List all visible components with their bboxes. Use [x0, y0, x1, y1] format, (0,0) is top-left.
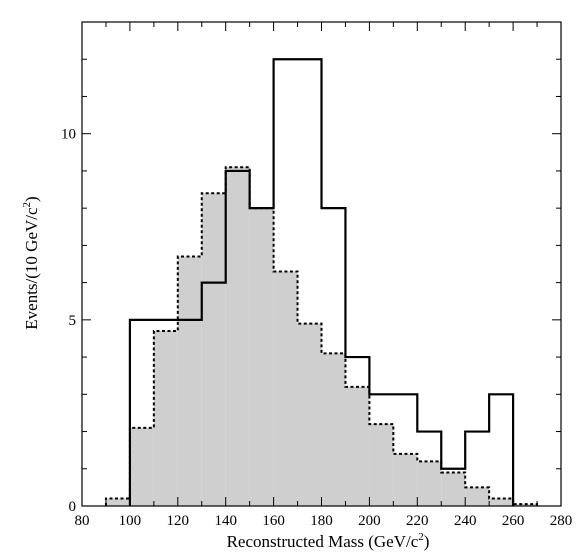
shaded-bar [321, 353, 346, 506]
shaded-bar [273, 271, 298, 506]
x-tick-label: 100 [119, 513, 142, 529]
axis-ticks [81, 21, 562, 507]
shaded-bar [393, 453, 418, 506]
x-axis-title: Reconstructed Mass (GeV/c2) [227, 531, 430, 551]
x-tick-label: 200 [358, 513, 381, 529]
solid-histogram-outline [128, 58, 515, 506]
shaded-bar [105, 498, 130, 506]
y-tick-label: 0 [69, 499, 77, 515]
shaded-histogram-outline [104, 166, 539, 506]
x-tick-label: 80 [75, 513, 90, 529]
x-tick-label: 120 [167, 513, 190, 529]
x-tick-label: 140 [214, 513, 237, 529]
x-tick-label: 260 [502, 513, 525, 529]
shaded-bar [153, 331, 178, 506]
x-tick-label: 180 [310, 513, 333, 529]
shaded-bar [129, 427, 154, 506]
shaded-bar [441, 472, 466, 506]
shaded-bar [465, 487, 490, 506]
shaded-bar [417, 461, 442, 506]
shaded-bar [297, 323, 322, 506]
shaded-bar [345, 386, 370, 506]
x-tick-label: 220 [406, 513, 429, 529]
x-tick-label: 240 [454, 513, 477, 529]
x-tick-label: 160 [262, 513, 285, 529]
shaded-bar [249, 208, 274, 506]
shaded-bar [369, 424, 394, 506]
shaded-histogram-bars [105, 167, 538, 506]
y-axis-title: Events/(10 GeV/c2) [21, 196, 41, 329]
shaded-bar [489, 498, 514, 506]
y-tick-label: 5 [69, 313, 77, 329]
x-tick-label: 280 [550, 513, 573, 529]
y-tick-label: 10 [61, 127, 76, 143]
shaded-bar [201, 193, 226, 506]
axis-tick-labels: 80 100 120 140 160 180 200 220 240 260 280 0 5 10 [61, 127, 572, 529]
shaded-bar [177, 256, 202, 506]
shaded-bar [225, 167, 250, 506]
